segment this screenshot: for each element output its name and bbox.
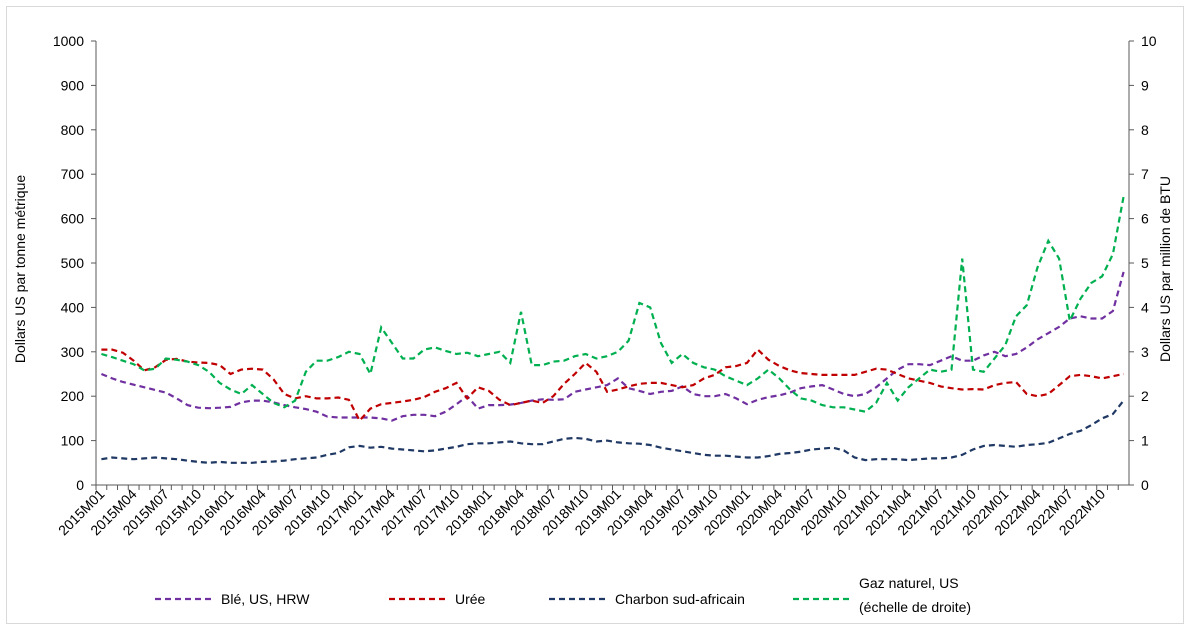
chart-frame: 0 100 200 300 400 500 600 700 800 900 1000 0 1 2 3 4 5 6 7… bbox=[6, 6, 1184, 624]
legend-label-note: (échelle de droite) bbox=[859, 599, 971, 615]
y-tick-label-right: 4 bbox=[1141, 299, 1149, 315]
y-tick-label-right: 8 bbox=[1141, 122, 1149, 138]
y-tick-label-right: 2 bbox=[1141, 388, 1149, 404]
y-tick-label-left: 1000 bbox=[53, 33, 84, 49]
y-tick-label-right: 0 bbox=[1141, 477, 1149, 493]
y-tick-label-right: 10 bbox=[1141, 33, 1157, 49]
series-line-charbon-sud-africain bbox=[101, 399, 1125, 464]
y-tick-label-right: 3 bbox=[1141, 344, 1149, 360]
line-chart: 0 100 200 300 400 500 600 700 800 900 1000 0 1 2 3 4 5 6 7… bbox=[12, 33, 1173, 615]
legend-label: Gaz naturel, US bbox=[859, 575, 959, 591]
y-tick-label-left: 0 bbox=[76, 477, 84, 493]
y-tick-label-right: 7 bbox=[1141, 166, 1149, 182]
y-tick-label-left: 600 bbox=[61, 211, 85, 227]
legend: Blé, US, HRW Urée Charbon sud-africain Gaz … bbox=[155, 575, 971, 615]
y-tick-label-left: 900 bbox=[61, 77, 85, 93]
y-tick-label-left: 500 bbox=[61, 255, 85, 271]
y-tick-label-left: 700 bbox=[61, 166, 85, 182]
series-line-uree bbox=[101, 347, 1124, 423]
legend-label: Blé, US, HRW bbox=[221, 591, 310, 607]
y-tick-label-left: 100 bbox=[61, 433, 85, 449]
y-tick-label-right: 1 bbox=[1141, 433, 1149, 449]
y-axis-title-left: Dollars US par tonne métrique bbox=[12, 175, 28, 364]
y-tick-label-left: 400 bbox=[61, 299, 85, 315]
legend-label: Charbon sud-africain bbox=[615, 591, 745, 607]
y-tick-label-right: 5 bbox=[1141, 255, 1149, 271]
axes: 0 100 200 300 400 500 600 700 800 900 1000 0 1 2 3 4 5 6 7… bbox=[53, 33, 1157, 538]
y-tick-label-left: 300 bbox=[61, 344, 85, 360]
y-tick-label-left: 800 bbox=[61, 122, 85, 138]
legend-label: Urée bbox=[455, 591, 486, 607]
y-tick-label-left: 200 bbox=[61, 388, 85, 404]
series-lines bbox=[100, 196, 1125, 464]
series-line-gaz-naturel-us bbox=[101, 196, 1125, 413]
y-tick-label-right: 9 bbox=[1141, 77, 1149, 93]
y-axis-title-right: Dollars US par million de BTU bbox=[1157, 176, 1173, 362]
y-tick-label-right: 6 bbox=[1141, 211, 1149, 227]
